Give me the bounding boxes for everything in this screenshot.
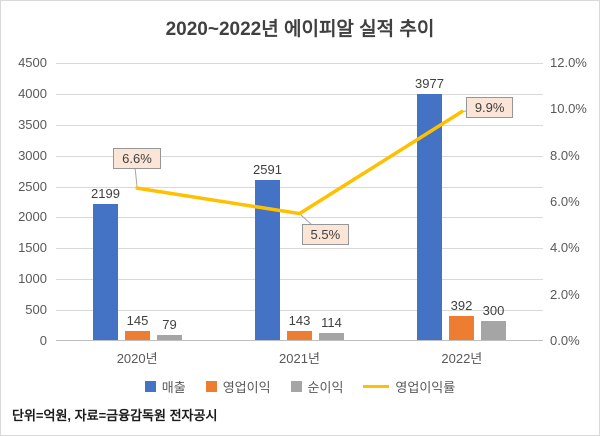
bar-value-label: 79 [162,317,177,332]
legend-item-net-profit: 순이익 [290,377,344,396]
bar-value-label: 114 [321,315,342,330]
right-axis-tick: 8.0% [550,147,580,163]
left-axis-tick: 0 [39,333,47,348]
bar-net-profit [481,321,506,340]
bar-op-profit [449,316,474,340]
gridline [56,310,543,312]
bar-value-label: 145 [126,313,149,328]
gridline [56,93,543,95]
left-axis-tick: 3000 [18,147,47,163]
gridline [56,124,543,126]
legend-label: 순이익 [307,380,344,395]
legend-swatch-icon [290,381,302,392]
right-axis-labels: 0.0% 2.0% 4.0% 6.0% 8.0% 10.0% 12.0% [550,55,598,348]
plot-area: 2199 145 79 2591 143 114 3977 392 300 6.6% 5.5% 9.9… [56,63,543,341]
gridline [56,279,543,281]
right-axis-tick: 12.0% [550,55,587,70]
left-axis-tick: 1000 [18,271,47,287]
bar-value-label: 143 [288,313,311,328]
bar-op-profit [287,331,312,340]
bar-net-profit [319,333,344,340]
legend-item-op-margin: 영업이익률 [363,377,455,396]
legend-swatch-icon [205,381,217,392]
left-axis-tick: 4000 [18,85,47,101]
source-note: 단위=억원, 자료=금융감독원 전자공시 [12,408,218,423]
left-axis-tick: 4500 [18,55,47,70]
legend: 매출 영업이익 순이익 영업이익률 [1,377,599,396]
left-axis-tick: 500 [25,302,47,318]
x-axis-labels: 2020년 2021년 2022년 [56,348,543,366]
bar-revenue [93,204,118,340]
bar-value-label: 300 [482,303,505,318]
legend-label: 영업이익 [222,380,271,395]
legend-label: 영업이익률 [395,380,456,395]
chart-title: 2020~2022년 에이피알 실적 추이 [165,19,435,40]
bar-value-label: 2199 [91,186,120,201]
line-value-annotation: 9.9% [465,96,514,118]
gridline [56,248,543,250]
left-axis-tick: 3500 [18,116,47,132]
line-value-annotation: 5.5% [301,223,350,245]
x-axis-label: 2022년 [441,351,483,366]
legend-swatch-icon [144,381,156,392]
legend-label: 매출 [161,380,186,395]
left-axis-tick: 2000 [18,209,47,225]
legend-line-marker [363,385,390,388]
right-axis-tick: 4.0% [550,240,580,256]
left-axis-labels: 0 500 1000 1500 2000 2500 3000 3500 4000 4500 [1,55,47,348]
left-axis-tick: 1500 [18,240,47,256]
right-axis-tick: 6.0% [550,194,580,209]
gridline [56,217,543,219]
x-axis-label: 2020년 [116,351,158,366]
right-axis-tick: 10.0% [550,101,587,117]
bar-op-profit [125,331,150,340]
left-axis-tick: 2500 [18,178,47,194]
legend-item-op-profit: 영업이익 [205,377,271,396]
line-value-annotation: 6.6% [113,148,161,170]
bar-value-label: 3977 [415,76,444,91]
bar-value-label: 392 [450,298,473,313]
bar-value-label: 2591 [253,162,282,177]
right-axis-tick: 2.0% [550,286,580,302]
right-axis-tick: 0.0% [550,333,580,348]
legend-item-revenue: 매출 [144,377,186,396]
gridline [56,63,543,64]
x-axis-label: 2021년 [279,351,320,366]
bar-net-profit [157,335,182,340]
